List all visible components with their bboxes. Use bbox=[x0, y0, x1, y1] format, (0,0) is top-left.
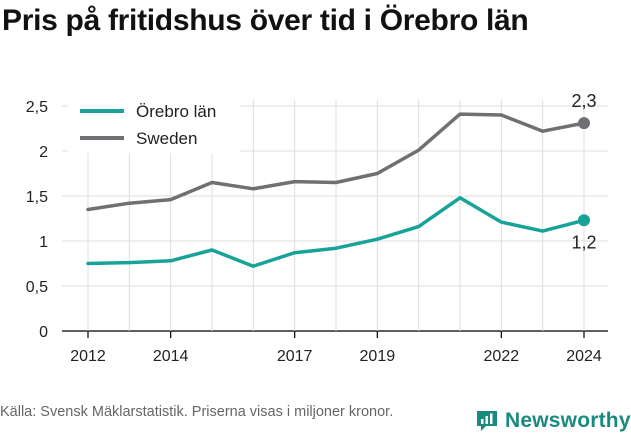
legend-background bbox=[68, 95, 240, 153]
x-tick-label: 2022 bbox=[484, 348, 520, 365]
legend: Örebro län Sweden bbox=[68, 95, 240, 153]
series-end-label: 1,2 bbox=[571, 232, 596, 252]
legend-label: Sweden bbox=[136, 129, 197, 148]
y-tick-label: 0,5 bbox=[26, 279, 48, 296]
legend-label: Örebro län bbox=[136, 102, 216, 121]
brand-name: Newsworthy bbox=[505, 409, 631, 432]
x-tick-label: 2019 bbox=[360, 348, 396, 365]
x-tick-label: 2017 bbox=[277, 348, 313, 365]
y-tick-label: 1,5 bbox=[26, 189, 48, 206]
x-tick-label: 2024 bbox=[566, 348, 602, 365]
line-chart: 0 0,5 1 1,5 2 2,5 2012 2014 2017 2019 2022 2024 1,… bbox=[26, 91, 608, 365]
brand-logo: Newsworthy bbox=[475, 409, 631, 433]
series-line-sweden bbox=[86, 112, 586, 212]
newsworthy-logo-icon bbox=[477, 411, 497, 431]
series-end-label: 2,3 bbox=[571, 91, 596, 111]
series-line-orebro bbox=[86, 196, 586, 268]
y-tick-label: 1 bbox=[39, 234, 48, 251]
series-lines: 1,2 2,3 bbox=[86, 91, 597, 268]
series-end-marker bbox=[578, 117, 590, 130]
y-tick-label: 2 bbox=[39, 144, 48, 161]
y-axis: 0 0,5 1 1,5 2 2,5 bbox=[26, 99, 48, 341]
x-tick-label: 2014 bbox=[153, 348, 189, 365]
source-note: Källa: Svensk Mäklarstatistik. Priserna … bbox=[0, 404, 394, 420]
y-tick-label: 0 bbox=[39, 324, 48, 341]
x-tick-label: 2012 bbox=[70, 348, 106, 365]
x-axis: 2012 2014 2017 2019 2022 2024 bbox=[70, 331, 602, 365]
chart-title: Pris på fritidshus över tid i Örebro län bbox=[2, 4, 529, 37]
y-tick-label: 2,5 bbox=[26, 99, 48, 116]
series-end-marker bbox=[578, 214, 590, 227]
